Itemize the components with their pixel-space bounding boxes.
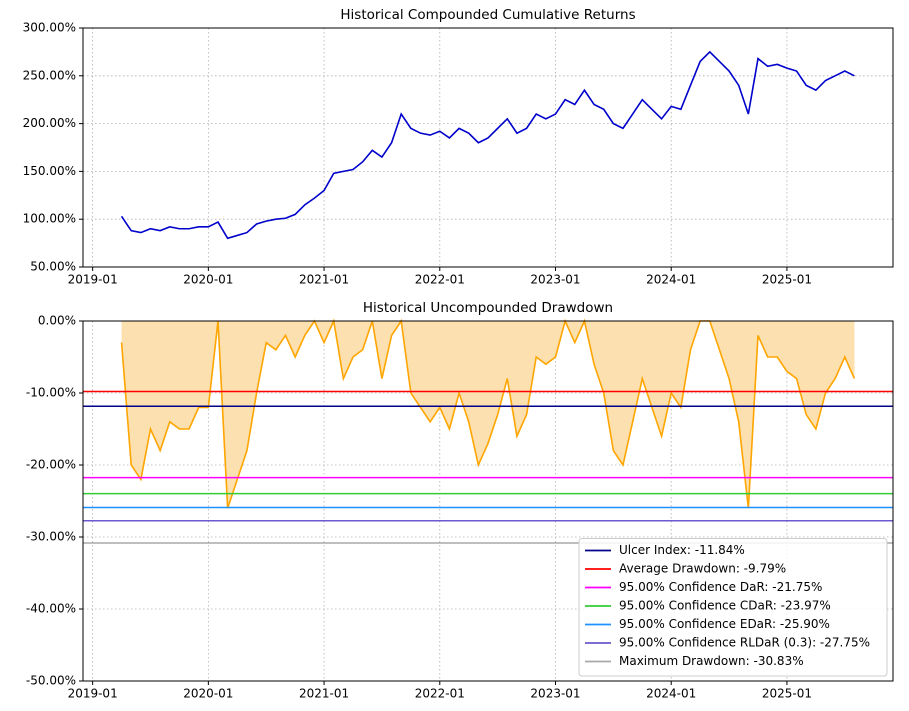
x-tick-label: 2019-01 bbox=[68, 273, 118, 287]
plot-frame bbox=[82, 320, 894, 682]
legend-label: 95.00% Confidence RLDaR (0.3): -27.75% bbox=[619, 636, 870, 650]
y-tick-label: -40.00% bbox=[26, 602, 76, 616]
legend: Ulcer Index: -11.84% Average Drawdown: -9… bbox=[578, 538, 888, 677]
line bbox=[120, 50, 855, 240]
x-tick-label: 2023-01 bbox=[530, 687, 580, 701]
subplot: Historical Uncompounded Drawdown -50.00% -… bbox=[26, 300, 894, 701]
y-tick-label: 300.00% bbox=[23, 21, 76, 35]
plot-frame bbox=[82, 27, 894, 268]
y-tick-label: -50.00% bbox=[26, 674, 76, 688]
area-line bbox=[120, 318, 856, 509]
x-tick-label: 2023-01 bbox=[530, 273, 580, 287]
x-tick-label: 2025-01 bbox=[762, 687, 812, 701]
x-tick-label: 2021-01 bbox=[299, 687, 349, 701]
y-tick-label: 50.00% bbox=[30, 260, 76, 274]
legend-box bbox=[578, 538, 888, 677]
legend-label: Ulcer Index: -11.84% bbox=[619, 543, 745, 557]
y-tick-label: 0.00% bbox=[38, 314, 76, 328]
legend-label: 95.00% Confidence CDaR: -23.97% bbox=[619, 599, 831, 613]
x-tick-label: 2024-01 bbox=[646, 687, 696, 701]
y-tick-label: -10.00% bbox=[26, 386, 76, 400]
y-tick-label: 100.00% bbox=[23, 212, 76, 226]
x-tick-label: 2020-01 bbox=[183, 687, 233, 701]
area-fill bbox=[121, 321, 855, 509]
y-tick-label: 150.00% bbox=[23, 164, 76, 178]
x-tick-label: 2022-01 bbox=[415, 687, 465, 701]
subplot: Historical Compounded Cumulative Returns… bbox=[23, 7, 894, 287]
legend-label: Maximum Drawdown: -30.83% bbox=[619, 654, 804, 668]
x-tick-label: 2025-01 bbox=[762, 273, 812, 287]
x-tick-label: 2021-01 bbox=[299, 273, 349, 287]
x-tick-label: 2024-01 bbox=[646, 273, 696, 287]
x-tick-label: 2022-01 bbox=[415, 273, 465, 287]
y-tick-label: -30.00% bbox=[26, 530, 76, 544]
y-tick-label: -20.00% bbox=[26, 458, 76, 472]
legend-label: 95.00% Confidence EDaR: -25.90% bbox=[619, 617, 830, 631]
legend-label: 95.00% Confidence DaR: -21.75% bbox=[619, 580, 822, 594]
y-tick-label: 200.00% bbox=[23, 116, 76, 130]
x-tick-label: 2020-01 bbox=[183, 273, 233, 287]
chart-title: Historical Compounded Cumulative Returns bbox=[340, 7, 635, 23]
x-tick-label: 2019-01 bbox=[68, 687, 118, 701]
y-tick-label: 250.00% bbox=[23, 68, 76, 82]
legend-label: Average Drawdown: -9.79% bbox=[619, 562, 786, 576]
chart-title: Historical Uncompounded Drawdown bbox=[363, 300, 613, 316]
